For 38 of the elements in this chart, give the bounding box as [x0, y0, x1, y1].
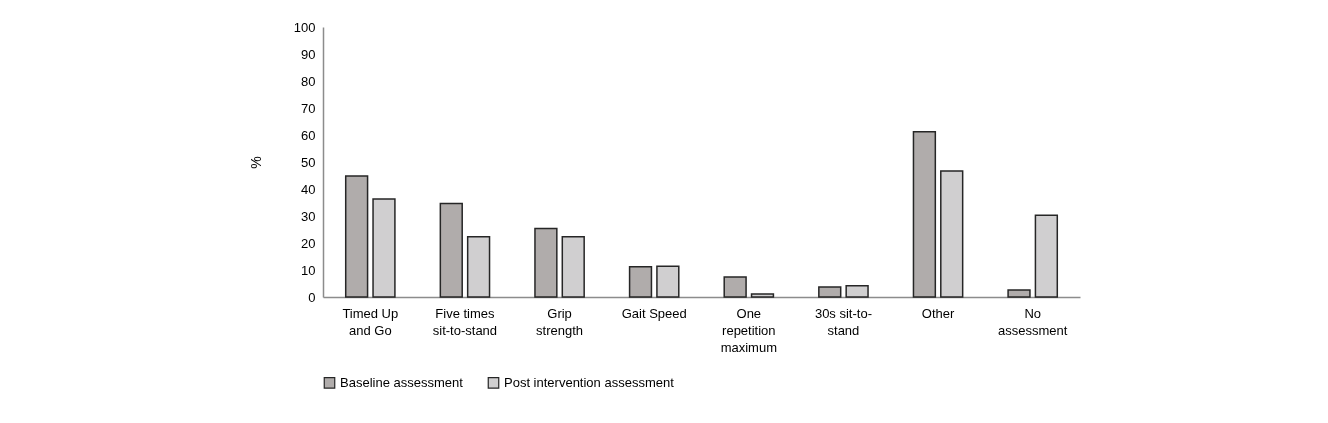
- y-axis-title: %: [247, 156, 264, 169]
- bar: [750, 293, 775, 298]
- legend-label: Baseline assessment: [340, 374, 464, 390]
- bar: [534, 227, 558, 298]
- x-tick-label: No assessment: [998, 305, 1068, 338]
- bar: [940, 170, 964, 298]
- y-tick-label: 50: [301, 154, 316, 170]
- bar: [656, 265, 680, 298]
- y-tick-label: 90: [301, 46, 316, 62]
- x-tick-label: Gait Speed: [621, 305, 687, 321]
- bar: [439, 202, 463, 298]
- legend-label: Post intervention assessment: [504, 374, 675, 390]
- x-tick-label: Timed Up and Go: [342, 305, 399, 338]
- x-tick-label: Grip strength: [536, 305, 584, 338]
- y-tick-label: 40: [301, 181, 316, 197]
- x-tick-label: 30s sit-to-stand: [814, 305, 872, 338]
- y-tick-label: 80: [301, 73, 316, 89]
- x-tick-label: Other: [921, 305, 955, 321]
- y-tick-label: 60: [301, 127, 316, 143]
- bar: [723, 276, 747, 298]
- y-tick-label: 70: [301, 100, 316, 116]
- y-tick-label: 100: [293, 19, 316, 35]
- bar: [1034, 214, 1059, 298]
- bar: [372, 198, 396, 298]
- bar: [845, 284, 869, 298]
- bar: [561, 236, 585, 298]
- x-tick-label: Five times sit-to-stand: [432, 305, 498, 338]
- bar: [912, 131, 937, 298]
- x-tick-label: One repetition maximum: [720, 305, 777, 355]
- bar: [466, 236, 491, 298]
- bar: [818, 286, 842, 298]
- y-tick-label: 0: [308, 289, 316, 305]
- y-tick-label: 30: [301, 208, 316, 224]
- bar: [628, 266, 653, 298]
- bar: [1007, 289, 1031, 298]
- y-tick-label: 10: [301, 262, 316, 278]
- bar: [344, 175, 369, 298]
- y-tick-label: 20: [301, 235, 316, 251]
